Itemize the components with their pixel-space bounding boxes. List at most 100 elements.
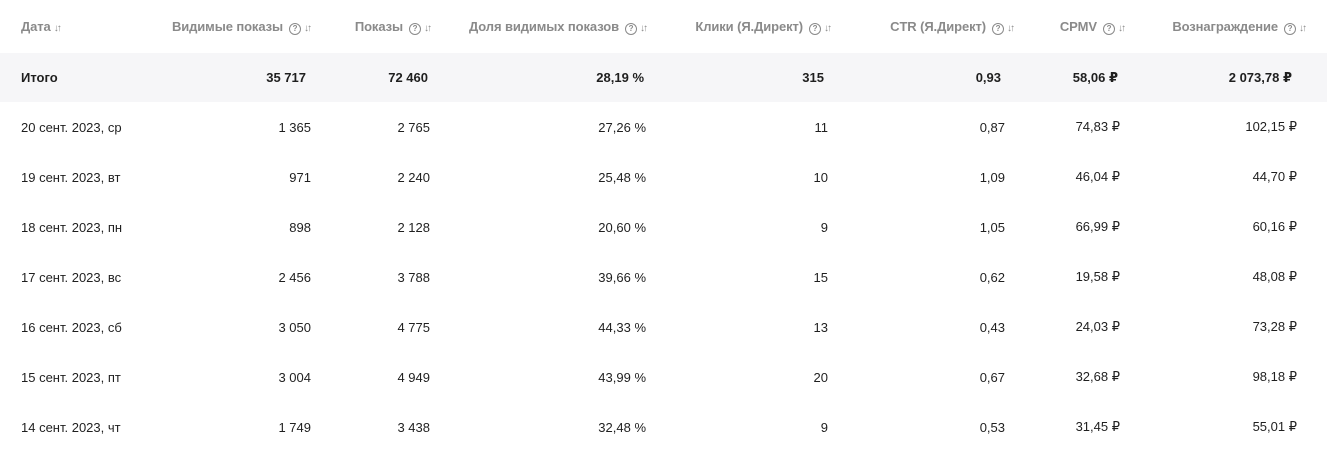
table-row: 20 сент. 2023, ср 1 365 2 765 27,26 % 11 0,87… (0, 102, 1327, 152)
ctr-cell: 0,67 (979, 369, 1005, 385)
question-circle-icon[interactable]: ? (809, 22, 821, 35)
visible-share-cell: 28,19 % (442, 53, 664, 102)
column-header-label: Видимые показы (171, 18, 283, 34)
table-row: 18 сент. 2023, пн 898 2 128 20,60 % 9 1,05 66,… (0, 202, 1327, 252)
ctr-cell: 1,05 (979, 219, 1005, 235)
ctr-cell: 0,62 (979, 269, 1005, 285)
cpmv-cell: 74,83 ₽ (1075, 119, 1120, 134)
column-header-ctr[interactable]: CTR (Я.Директ)? ↓↑ (842, 0, 1025, 53)
impressions-cell: 4 949 (397, 369, 430, 385)
table-row: 19 сент. 2023, вт 971 2 240 25,48 % 10 1,09 46… (0, 152, 1327, 202)
column-header-impressions[interactable]: Показы? ↓↑ (322, 0, 442, 53)
visible-share-cell: 27,26 % (598, 119, 646, 135)
ctr-cell: 0,93 (842, 53, 1025, 102)
column-header-visible-share[interactable]: Доля видимых показов? ↓↑ (442, 0, 664, 53)
table-body: Итого 35 717 72 460 28,19 % 315 0,93 58,06 ₽2 … (0, 53, 1327, 452)
impressions-cell: 2 128 (397, 219, 430, 235)
column-header-cpmv[interactable]: CPMV? ↓↑ (1025, 0, 1136, 53)
total-label: Итого (0, 53, 150, 102)
sort-arrows-icon[interactable]: ↓↑ (1299, 22, 1307, 34)
cpmv-cell: 46,04 ₽ (1075, 169, 1120, 184)
sort-arrows-icon[interactable]: ↓↑ (1118, 22, 1126, 34)
table-row: 17 сент. 2023, вс 2 456 3 788 39,66 % 15 0,62… (0, 252, 1327, 302)
reward-cell: 73,28 ₽ (1252, 319, 1297, 334)
visible-impressions-cell: 35 717 (150, 53, 322, 102)
date-cell: 17 сент. 2023, вс (21, 269, 122, 285)
column-header-label: CTR (Я.Директ) (890, 18, 986, 34)
column-header-visible-impressions[interactable]: Видимые показы? ↓↑ (150, 0, 322, 53)
sort-arrows-icon[interactable]: ↓↑ (304, 22, 312, 34)
impressions-cell: 2 765 (397, 119, 430, 135)
column-header-label: CPMV (1059, 18, 1097, 34)
table-row: 14 сент. 2023, чт 1 749 3 438 32,48 % 9 0,53 3… (0, 402, 1327, 452)
ctr-cell: 0,43 (979, 319, 1005, 335)
visible-impressions-cell: 898 (289, 219, 311, 235)
clicks-cell: 315 (664, 53, 842, 102)
table-row: 16 сент. 2023, сб 3 050 4 775 44,33 % 13 0,43… (0, 302, 1327, 352)
sort-arrows-icon[interactable]: ↓↑ (640, 22, 648, 34)
impressions-cell: 72 460 (322, 53, 442, 102)
date-cell: 14 сент. 2023, чт (21, 419, 121, 435)
date-cell: 19 сент. 2023, вт (21, 169, 121, 185)
visible-share-cell: 20,60 % (598, 219, 646, 235)
column-header-label: Доля видимых показов (468, 18, 619, 34)
impressions-cell: 4 775 (397, 319, 430, 335)
reward-cell: 48,08 ₽ (1252, 269, 1297, 284)
date-cell: 20 сент. 2023, ср (21, 119, 122, 135)
column-header-label: Дата (21, 19, 51, 34)
clicks-cell: 15 (813, 269, 828, 285)
clicks-cell: 9 (820, 419, 828, 435)
column-header-reward[interactable]: Вознаграждение? ↓↑ (1136, 0, 1327, 53)
reward-cell: 44,70 ₽ (1252, 169, 1297, 184)
visible-share-cell: 44,33 % (598, 319, 646, 335)
impressions-cell: 3 788 (397, 269, 430, 285)
sort-arrows-icon[interactable]: ↓↑ (824, 22, 832, 34)
column-header-label: Вознаграждение (1172, 18, 1278, 34)
cpmv-cell: 24,03 ₽ (1075, 319, 1120, 334)
question-circle-icon[interactable]: ? (992, 22, 1004, 35)
ctr-cell: 1,09 (979, 169, 1005, 185)
question-circle-icon[interactable]: ? (289, 22, 301, 35)
table-row: 15 сент. 2023, пт 3 004 4 949 43,99 % 20 0,67… (0, 352, 1327, 402)
question-circle-icon[interactable]: ? (409, 22, 421, 35)
impressions-cell: 2 240 (397, 169, 430, 185)
column-header-clicks[interactable]: Клики (Я.Директ)? ↓↑ (664, 0, 842, 53)
reward-cell: 102,15 ₽ (1245, 119, 1297, 134)
visible-share-cell: 39,66 % (598, 269, 646, 285)
visible-impressions-cell: 2 456 (278, 269, 311, 285)
header-row: Дата ↓↑ Видимые показы? ↓↑ Показы? ↓↑ Доля вид… (0, 0, 1327, 53)
ctr-cell: 0,87 (979, 119, 1005, 135)
question-circle-icon[interactable]: ? (1103, 22, 1115, 35)
question-circle-icon[interactable]: ? (1284, 22, 1296, 35)
cpmv-cell: 31,45 ₽ (1075, 419, 1120, 434)
date-cell: 18 сент. 2023, пн (21, 219, 123, 235)
question-circle-icon[interactable]: ? (625, 22, 637, 35)
visible-impressions-cell: 1 749 (278, 419, 311, 435)
visible-impressions-cell: 3 004 (278, 369, 311, 385)
clicks-cell: 11 (814, 119, 829, 135)
date-cell: 15 сент. 2023, пт (21, 369, 121, 385)
clicks-cell: 13 (813, 319, 828, 335)
reward-cell: 2 073,78 ₽ (1136, 53, 1327, 102)
cpmv-cell: 19,58 ₽ (1075, 269, 1120, 284)
visible-impressions-cell: 3 050 (278, 319, 311, 335)
visible-share-cell: 32,48 % (598, 419, 646, 435)
sort-arrows-icon[interactable]: ↓↑ (53, 23, 62, 34)
column-header-date[interactable]: Дата ↓↑ (0, 0, 150, 53)
ctr-cell: 0,53 (979, 419, 1005, 435)
sort-arrows-icon[interactable]: ↓↑ (424, 22, 432, 34)
clicks-cell: 20 (813, 369, 828, 385)
date-cell: 16 сент. 2023, сб (21, 319, 122, 335)
visible-impressions-cell: 971 (289, 169, 311, 185)
cpmv-cell: 58,06 ₽ (1025, 53, 1136, 102)
cpmv-cell: 66,99 ₽ (1075, 219, 1120, 234)
column-header-label: Показы (354, 18, 403, 34)
cpmv-cell: 32,68 ₽ (1075, 369, 1120, 384)
reward-cell: 98,18 ₽ (1252, 369, 1297, 384)
sort-arrows-icon[interactable]: ↓↑ (1007, 22, 1015, 34)
visible-impressions-cell: 1 365 (278, 119, 311, 135)
impressions-cell: 3 438 (397, 419, 430, 435)
clicks-cell: 10 (813, 169, 828, 185)
reward-cell: 55,01 ₽ (1252, 419, 1297, 434)
